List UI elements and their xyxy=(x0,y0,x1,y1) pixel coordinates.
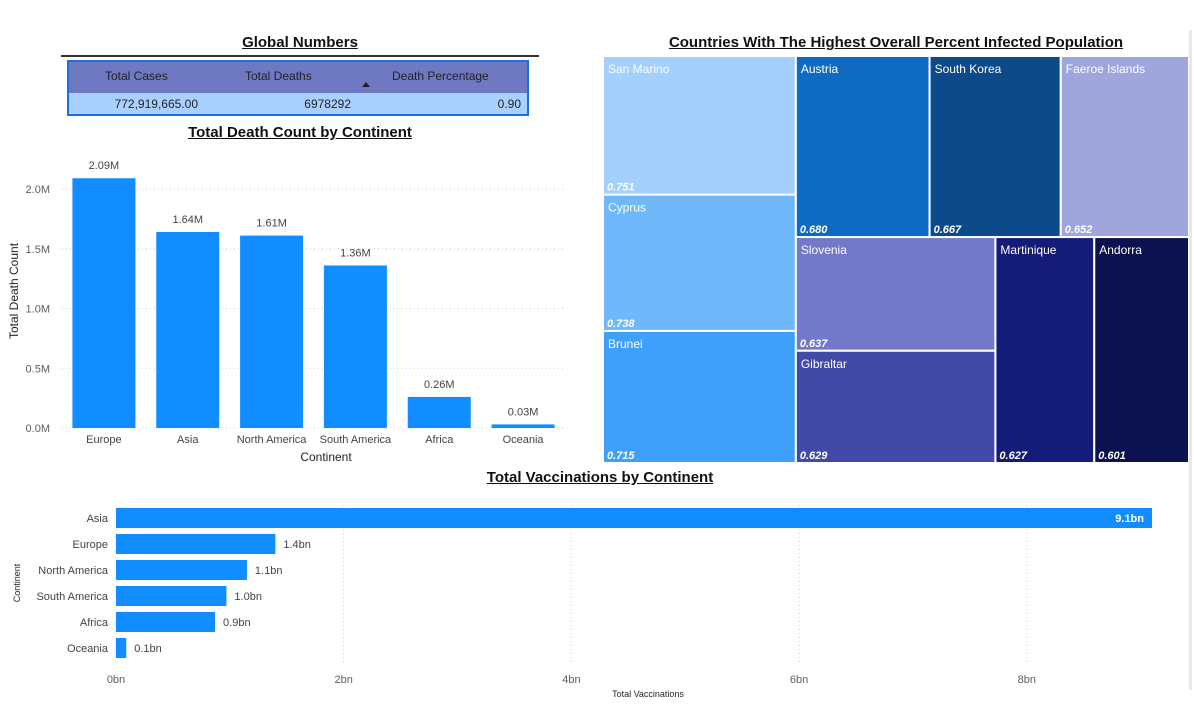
treemap-tile-andorra xyxy=(1093,236,1191,464)
y-tick-label: 2.0M xyxy=(26,184,50,196)
y-tick-label: 1.5M xyxy=(26,244,50,256)
treemap-tile-san-marino xyxy=(602,55,797,196)
treemap-name-slovenia: Slovenia xyxy=(801,243,847,257)
death-bar[interactable] xyxy=(240,235,304,428)
death-bar[interactable] xyxy=(156,232,220,428)
treemap-name-faeroe-islands: Faeroe Islands xyxy=(1066,62,1145,76)
death-count-bar-chart[interactable]: 0.0M 0.5M 1.0M 1.5M 2.0M 2.09M Europe 1.64M Asia… xyxy=(0,0,600,475)
y-tick-label: North America xyxy=(38,565,109,577)
data-label: 2.09M xyxy=(89,160,120,172)
vaccination-chart-title: Total Vaccinations by Continent xyxy=(486,469,714,486)
x-tick-label: Europe xyxy=(86,434,121,446)
treemap-tile-faeroe-islands xyxy=(1059,55,1191,239)
treemap-name-brunei: Brunei xyxy=(608,337,643,351)
treemap-value-gibraltar: 0.629 xyxy=(800,450,828,462)
x-tick-label: North America xyxy=(237,434,308,446)
treemap-name-cyprus: Cyprus xyxy=(608,201,646,215)
data-label: 1.1bn xyxy=(255,565,283,577)
treemap-value-brunei: 0.715 xyxy=(607,450,635,462)
y-tick-label: Asia xyxy=(87,513,109,525)
data-label: 0.03M xyxy=(508,406,539,418)
treemap-name-andorra: Andorra xyxy=(1099,243,1142,257)
value-total-cases: 772,919,665.00 xyxy=(114,97,198,111)
treemap-value-austria: 0.680 xyxy=(800,224,828,236)
x-tick-label: 2bn xyxy=(335,674,353,686)
sort-arrow-icon[interactable] xyxy=(362,82,370,87)
y-axis-title: Total Death Count xyxy=(7,242,21,339)
data-label: 1.61M xyxy=(256,218,287,230)
vaccination-bar[interactable] xyxy=(116,534,276,554)
global-numbers-divider xyxy=(61,55,539,57)
treemap-value-andorra: 0.601 xyxy=(1098,450,1126,462)
y-tick-label: 1.0M xyxy=(26,304,50,316)
infected-population-treemap[interactable]: San Marino 0.751 Cyprus 0.738 Brunei 0.715 Aus… xyxy=(0,0,1194,470)
death-bar[interactable] xyxy=(72,178,136,428)
x-tick-label: 0bn xyxy=(107,674,125,686)
x-axis-title: Total Vaccinations xyxy=(612,689,684,699)
global-numbers-table[interactable]: Total Cases Total Deaths Death Percentag… xyxy=(67,60,529,116)
vaccination-bar[interactable] xyxy=(116,508,1152,528)
treemap-tile-austria xyxy=(794,55,931,239)
header-total-deaths[interactable]: Total Deaths xyxy=(245,69,312,83)
treemap-name-san-marino: San Marino xyxy=(608,62,670,76)
header-death-percentage[interactable]: Death Percentage xyxy=(392,69,489,83)
death-bar[interactable] xyxy=(491,424,555,428)
treemap-tile-cyprus xyxy=(602,193,797,332)
data-label: 0.9bn xyxy=(223,617,251,629)
data-label: 0.26M xyxy=(424,379,455,391)
header-total-cases[interactable]: Total Cases xyxy=(105,69,168,83)
y-tick-label: Africa xyxy=(80,617,109,629)
y-axis-title: Continent xyxy=(12,563,22,602)
treemap-title: Countries With The Highest Overall Perce… xyxy=(668,34,1124,51)
y-tick-label: Oceania xyxy=(67,643,109,655)
x-tick-label: 6bn xyxy=(790,674,808,686)
vaccination-bar[interactable] xyxy=(116,586,227,606)
data-label: 1.4bn xyxy=(283,539,311,551)
x-tick-label: Oceania xyxy=(503,434,545,446)
y-tick-label: Europe xyxy=(73,539,108,551)
page-scrollbar[interactable] xyxy=(1189,30,1192,690)
treemap-tile-gibraltar xyxy=(794,349,997,465)
x-tick-label: 4bn xyxy=(562,674,580,686)
vaccination-bar[interactable] xyxy=(116,638,127,658)
death-bar[interactable] xyxy=(323,265,387,428)
data-label: 0.1bn xyxy=(134,643,162,655)
treemap-tile-south-korea xyxy=(928,55,1062,239)
treemap-value-san-marino: 0.751 xyxy=(607,182,635,194)
vaccination-bar[interactable] xyxy=(116,560,247,580)
treemap-value-south-korea: 0.667 xyxy=(934,224,962,236)
death-bar[interactable] xyxy=(407,396,471,428)
x-tick-label: 8bn xyxy=(1018,674,1036,686)
global-numbers-title: Global Numbers xyxy=(242,34,358,51)
treemap-tile-slovenia xyxy=(794,236,997,352)
x-tick-label: Asia xyxy=(177,434,199,446)
x-tick-label: South America xyxy=(320,434,392,446)
value-total-deaths: 6978292 xyxy=(304,97,351,111)
value-death-percentage: 0.90 xyxy=(497,97,521,111)
treemap-name-south-korea: South Korea xyxy=(935,62,1002,76)
y-tick-label: 0.5M xyxy=(26,363,50,375)
treemap-value-cyprus: 0.738 xyxy=(607,318,635,330)
data-label: 1.64M xyxy=(172,214,203,226)
treemap-name-martinique: Martinique xyxy=(1000,243,1056,257)
treemap-value-martinique: 0.627 xyxy=(999,450,1027,462)
x-tick-label: Africa xyxy=(425,434,454,446)
y-tick-label: 0.0M xyxy=(26,423,50,435)
x-axis-title: Continent xyxy=(300,450,352,464)
treemap-name-gibraltar: Gibraltar xyxy=(801,357,847,371)
global-numbers-header-row: Total Cases Total Deaths Death Percentag… xyxy=(69,62,527,93)
treemap-name-austria: Austria xyxy=(801,62,839,76)
data-label: 1.0bn xyxy=(234,591,262,603)
data-label: 9.1bn xyxy=(1115,513,1144,525)
data-label: 1.36M xyxy=(340,247,371,259)
vaccination-bar[interactable] xyxy=(116,612,216,632)
death-chart-title: Total Death Count by Continent xyxy=(188,124,412,141)
y-tick-label: South America xyxy=(36,591,108,603)
treemap-tile-martinique xyxy=(994,236,1096,464)
treemap-value-faeroe-islands: 0.652 xyxy=(1065,224,1093,236)
treemap-value-slovenia: 0.637 xyxy=(800,338,828,350)
global-numbers-value-row: 772,919,665.00 6978292 0.90 xyxy=(69,93,527,114)
